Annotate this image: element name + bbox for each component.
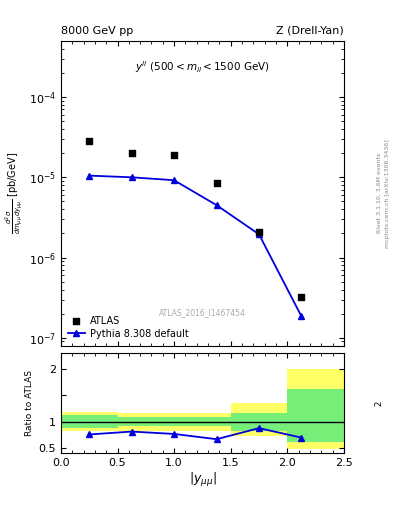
ATLAS xyxy=(298,293,305,302)
Text: 2: 2 xyxy=(375,400,384,406)
Text: ATLAS_2016_I1467454: ATLAS_2016_I1467454 xyxy=(159,308,246,317)
Pythia 8.308 default xyxy=(172,177,176,183)
Text: Rivet 3.1.10, 3.6M events: Rivet 3.1.10, 3.6M events xyxy=(377,153,382,233)
Pythia 8.308 default xyxy=(299,313,304,319)
X-axis label: $|y_{\mu\mu}|$: $|y_{\mu\mu}|$ xyxy=(189,471,216,489)
ATLAS xyxy=(256,228,262,236)
Text: Z (Drell-Yan): Z (Drell-Yan) xyxy=(276,26,344,36)
Pythia 8.308 default xyxy=(129,174,134,180)
Pythia 8.308 default xyxy=(87,173,92,179)
Pythia 8.308 default xyxy=(257,231,261,238)
Legend: ATLAS, Pythia 8.308 default: ATLAS, Pythia 8.308 default xyxy=(66,314,191,341)
Line: Pythia 8.308 default: Pythia 8.308 default xyxy=(86,172,305,320)
Text: $y^{ll}\ (500 < m_{ll} < 1500\ \mathrm{GeV})$: $y^{ll}\ (500 < m_{ll} < 1500\ \mathrm{G… xyxy=(135,59,270,75)
Text: mcplots.cern.ch [arXiv:1306.3436]: mcplots.cern.ch [arXiv:1306.3436] xyxy=(385,139,389,248)
ATLAS xyxy=(171,151,177,159)
ATLAS xyxy=(86,137,92,145)
Y-axis label: Ratio to ATLAS: Ratio to ATLAS xyxy=(25,370,34,436)
ATLAS xyxy=(213,179,220,187)
ATLAS xyxy=(129,149,135,157)
Y-axis label: $\frac{d^2\sigma}{dm_{\mu\mu}\,dy_{\mu\mu}}$ [pb/GeV]: $\frac{d^2\sigma}{dm_{\mu\mu}\,dy_{\mu\m… xyxy=(3,152,24,234)
Text: 8000 GeV pp: 8000 GeV pp xyxy=(61,26,133,36)
Pythia 8.308 default xyxy=(214,202,219,208)
